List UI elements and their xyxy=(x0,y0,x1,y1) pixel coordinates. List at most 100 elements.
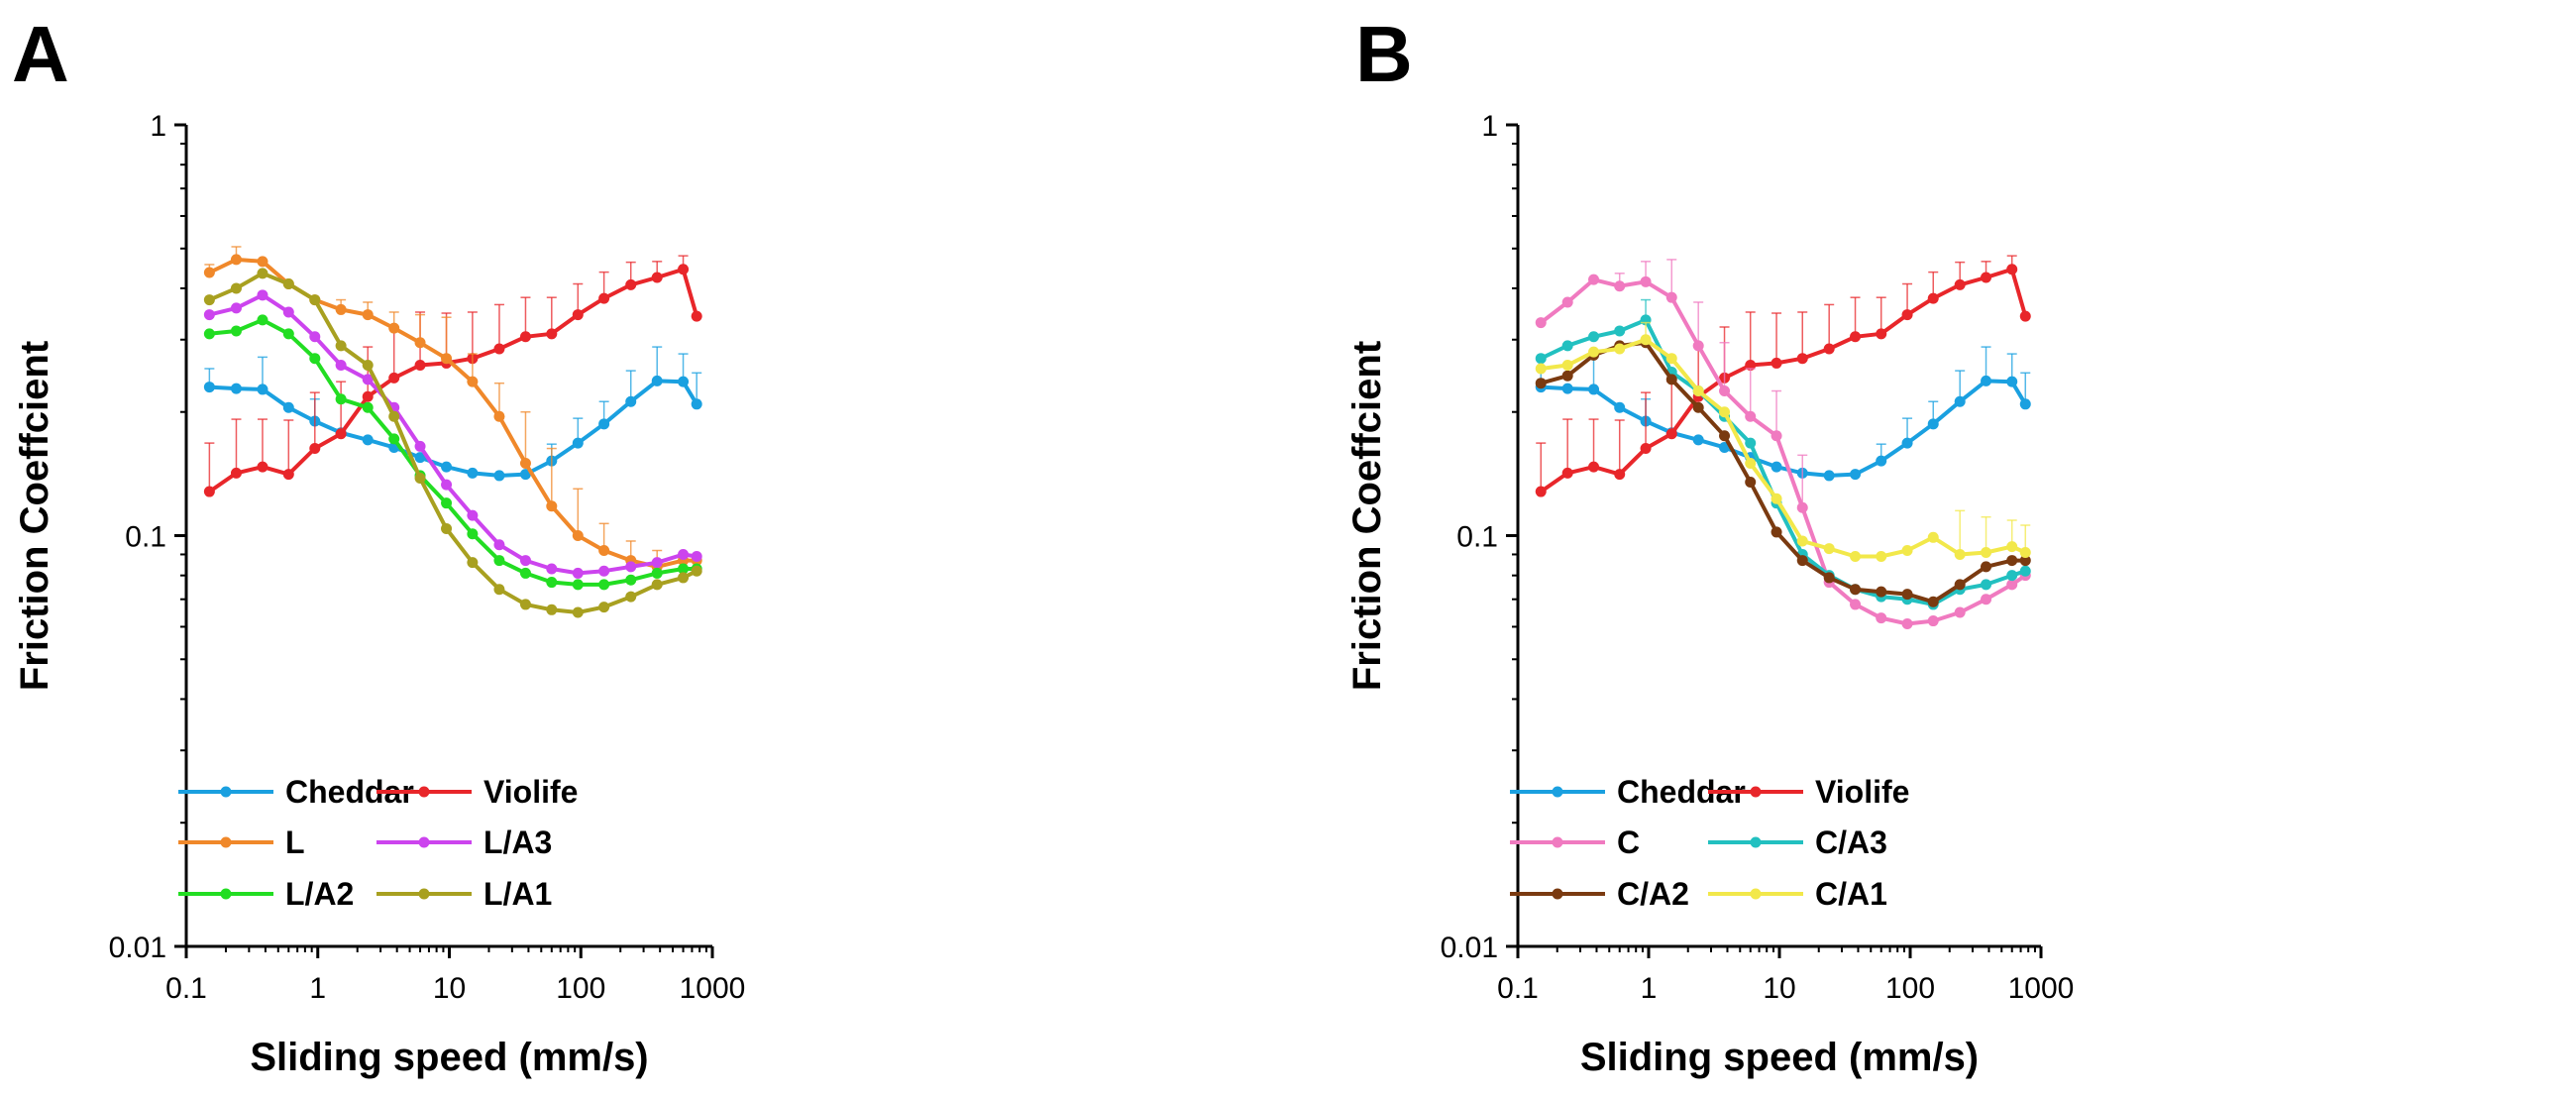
chart-a-point-l xyxy=(414,337,426,349)
chart-b-point-cheddar xyxy=(1901,437,1913,449)
chart-b-point-c-a2 xyxy=(1981,561,1992,573)
chart-a-legend-label: Violife xyxy=(483,774,578,810)
chart-b-point-c-a2 xyxy=(1796,555,1808,567)
chart-b-point-violife xyxy=(1823,343,1835,355)
chart-b-point-c-a1 xyxy=(1823,543,1835,555)
chart-b-point-c-a1 xyxy=(1745,458,1757,470)
chart-a-point-violife xyxy=(598,292,610,304)
chart-a-legend-marker xyxy=(418,836,430,848)
chart-b-legend-marker xyxy=(1750,888,1762,900)
chart-b-point-c xyxy=(2006,579,2018,591)
chart-b-point-c xyxy=(1927,615,1939,627)
chart-a-point-l-a3 xyxy=(414,440,426,452)
chart-b-point-cheddar xyxy=(1850,469,1862,481)
chart-b-legend-item-violife: Violife xyxy=(1708,774,1909,810)
chart-a-point-violife xyxy=(546,328,558,340)
chart-b-point-c-a1 xyxy=(2019,546,2031,558)
chart-a-point-l-a2 xyxy=(388,433,400,445)
chart-b-point-c xyxy=(1588,274,1600,285)
chart-a-point-violife xyxy=(362,390,374,402)
chart-a-point-l-a3 xyxy=(625,561,637,573)
chart-a-legend-item-violife: Violife xyxy=(376,774,578,810)
chart-a-point-l xyxy=(441,353,453,365)
chart-b-legend-item-c-a1: C/A1 xyxy=(1708,876,1887,912)
chart-a-x-axis-title: Sliding speed (mm/s) xyxy=(250,1036,648,1079)
chart-b-point-violife xyxy=(1535,486,1547,497)
chart-b-legend-label: Violife xyxy=(1815,774,1909,810)
chart-a-point-l-a2 xyxy=(493,555,505,567)
chart-a-point-l-a1 xyxy=(203,294,215,306)
chart-a-point-violife xyxy=(203,486,215,497)
chart-a-series-l-a3 xyxy=(203,289,702,579)
chart-a-legend-label: L/A3 xyxy=(483,824,552,860)
chart-b-point-cheddar xyxy=(1614,401,1626,413)
chart-a-point-l-a3 xyxy=(309,331,321,343)
panel-letter-b: B xyxy=(1355,10,1413,98)
chart-a-y-axis-title: Friction Coeffcient xyxy=(13,341,56,691)
chart-b-point-c-a2 xyxy=(1535,378,1547,389)
chart-b-legend-label: C/A2 xyxy=(1617,876,1689,912)
chart-a-point-violife xyxy=(493,343,505,355)
chart-b-point-c-a1 xyxy=(1719,406,1731,418)
chart-a-point-l-a1 xyxy=(335,340,347,352)
chart-b-point-c-a2 xyxy=(1823,572,1835,584)
chart-a-point-l xyxy=(335,303,347,315)
chart-a-legend-marker xyxy=(418,786,430,798)
chart-b-point-cheddar xyxy=(1588,384,1600,395)
chart-b-point-cheddar xyxy=(1692,434,1704,446)
chart-b-y-tick-label: 1 xyxy=(1481,110,1498,143)
chart-a-point-l xyxy=(388,322,400,334)
chart-a-point-l-a2 xyxy=(441,497,453,509)
chart-b-point-cheddar xyxy=(1823,470,1835,482)
chart-b-point-c xyxy=(1796,501,1808,513)
chart-b-point-violife xyxy=(1588,461,1600,473)
chart-b-point-c-a2 xyxy=(1665,374,1677,385)
chart-b-point-c-a3 xyxy=(1535,353,1547,365)
chart-a-point-violife xyxy=(691,310,702,322)
chart-b-point-cheddar xyxy=(1771,461,1782,473)
chart-b-point-violife xyxy=(1614,469,1626,481)
chart-a-point-l-a1 xyxy=(309,294,321,306)
chart-b-point-cheddar xyxy=(2019,398,2031,410)
chart-a-point-l-a2 xyxy=(362,401,374,413)
chart-a-legend-label: L xyxy=(285,824,305,860)
chart-b-series-c-a2 xyxy=(1535,337,2031,607)
chart-a-point-l-a3 xyxy=(230,302,242,314)
chart-a-series-l-a2 xyxy=(203,314,702,591)
chart-b-point-c-a3 xyxy=(1561,340,1573,352)
chart-a-point-l-a3 xyxy=(493,539,505,551)
chart-b-legend-marker xyxy=(1750,786,1762,798)
chart-a-point-l-a3 xyxy=(691,550,702,562)
chart-a-y-tick-label: 1 xyxy=(150,110,166,143)
chart-a-point-violife xyxy=(230,467,242,479)
panel-letter-a: A xyxy=(12,10,69,98)
panel-b: B 0.1 1 10 100 1000 0.01 0.1 1 Sliding speed (mm… xyxy=(1345,10,2074,1079)
chart-b-point-c-a1 xyxy=(1561,359,1573,371)
chart-b-point-c-a2 xyxy=(1954,579,1966,591)
chart-b-legend-item-c-a2: C/A2 xyxy=(1510,876,1689,912)
chart-a-point-l-a3 xyxy=(651,557,663,569)
chart-a-point-cheddar xyxy=(625,395,637,407)
chart-a-legend-label: L/A1 xyxy=(483,876,552,912)
chart-a-legend-label: L/A2 xyxy=(285,876,354,912)
chart-b-point-c-a3 xyxy=(2019,565,2031,577)
chart-b-point-c xyxy=(1719,385,1731,397)
chart-a-x-tick-label: 1 xyxy=(309,972,326,1005)
chart-a-point-l-a1 xyxy=(362,359,374,371)
chart-b-point-c-a2 xyxy=(1901,589,1913,601)
chart-b-point-c-a2 xyxy=(2019,555,2031,567)
chart-b-point-c xyxy=(1876,612,1887,624)
chart-b-point-c-a2 xyxy=(1692,401,1704,413)
panel-a: A 0.1 1 10 100 1000 0.01 0.1 1 Sliding speed (mm… xyxy=(12,10,745,1079)
chart-a-point-l-a1 xyxy=(651,579,663,591)
chart-a-point-cheddar xyxy=(282,401,294,413)
chart-a-point-l-a1 xyxy=(441,522,453,534)
chart-b-x-tick-label: 1000 xyxy=(2008,972,2075,1005)
chart-a-point-l xyxy=(467,376,479,387)
chart-a-point-l xyxy=(230,254,242,266)
chart-a-point-l-a2 xyxy=(625,574,637,586)
chart-a-y-tick-label: 0.01 xyxy=(109,932,166,964)
chart-b-point-c-a2 xyxy=(1771,526,1782,538)
chart-b-y-tick-label: 0.01 xyxy=(1441,932,1498,964)
chart-b-point-c xyxy=(1692,340,1704,352)
